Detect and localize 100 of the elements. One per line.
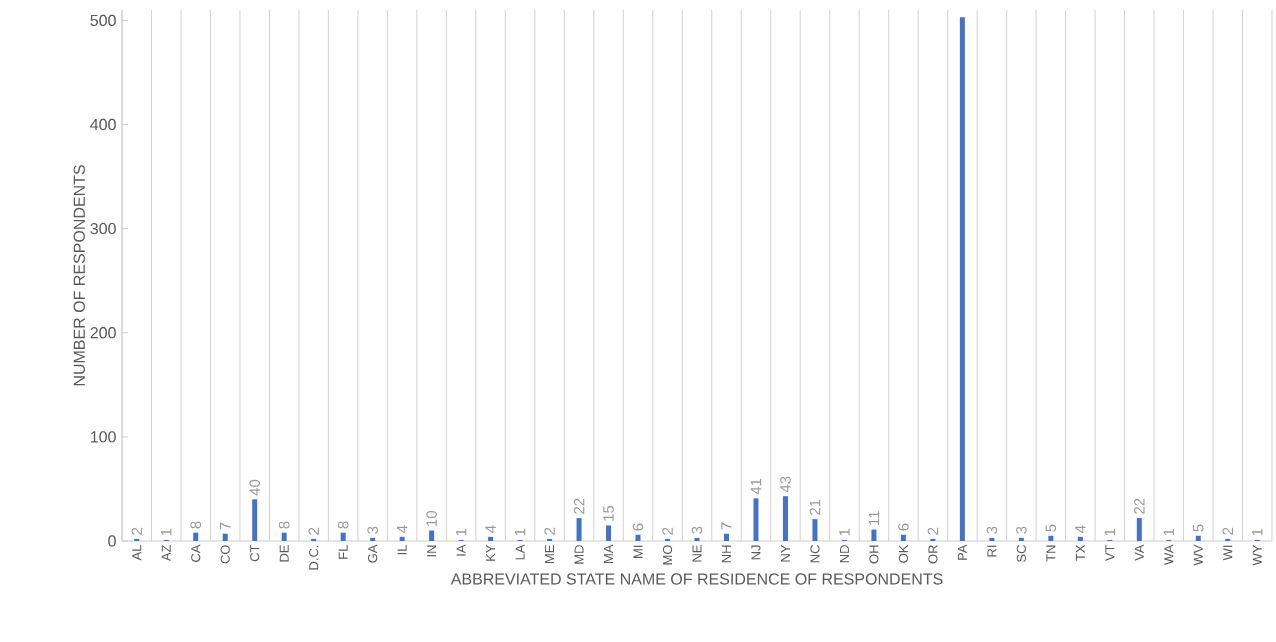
bar	[1048, 535, 1054, 541]
bar	[311, 538, 317, 541]
data-label: 7	[721, 522, 732, 530]
x-tick-label: OH	[869, 545, 879, 564]
x-tick-label: ND	[839, 545, 849, 563]
x-tick-label: SC	[1016, 545, 1026, 562]
x-tick-label: IA	[456, 544, 466, 556]
y-tick-label: 200	[90, 327, 116, 339]
bar	[635, 534, 641, 541]
x-tick-label: CT	[250, 544, 260, 562]
data-label: 43	[780, 476, 791, 493]
data-label: 2	[308, 527, 319, 535]
data-label: 11	[868, 511, 880, 525]
data-label: 8	[278, 521, 290, 529]
x-tick-label: AL	[132, 544, 142, 561]
data-label: 3	[986, 526, 998, 534]
bar	[134, 538, 140, 541]
data-label: 2	[1222, 527, 1234, 535]
data-label: 4	[485, 525, 496, 533]
data-label: 4	[1075, 525, 1086, 533]
y-axis-title: NUMBER OF RESPONDENTS	[73, 165, 85, 386]
x-tick-label: MD	[574, 545, 584, 564]
bar	[606, 525, 612, 541]
bar	[900, 534, 906, 541]
x-tick-label: PA	[957, 544, 967, 560]
x-tick-label: RI	[987, 545, 997, 557]
data-label: 1	[1104, 528, 1115, 536]
x-tick-label: WA	[1164, 544, 1174, 565]
bar	[1225, 538, 1231, 541]
bar	[1195, 535, 1201, 541]
data-label: 1	[161, 528, 172, 536]
data-label: 5	[1045, 524, 1057, 532]
bar	[1136, 518, 1142, 541]
x-tick-label: NJ	[751, 545, 761, 560]
x-tick-label: GA	[368, 544, 378, 563]
data-label: 22	[573, 498, 585, 514]
x-tick-label: WY	[1252, 544, 1262, 566]
bar	[222, 533, 228, 541]
x-tick-label: FL	[338, 544, 348, 559]
bar	[399, 536, 405, 541]
bar	[252, 499, 258, 541]
x-tick-label: NE	[692, 545, 702, 562]
bar	[989, 537, 995, 541]
data-label: 6	[632, 523, 644, 531]
x-tick-label: MA	[604, 544, 614, 563]
data-label: 8	[190, 521, 202, 529]
x-tick-label: TN	[1046, 545, 1056, 562]
bar	[193, 532, 199, 541]
data-label: 3	[367, 526, 378, 534]
data-label: 41	[750, 478, 762, 495]
data-label: 2	[927, 527, 939, 535]
data-label: 10	[426, 510, 437, 526]
bar	[665, 538, 671, 541]
x-tick-label: MO	[662, 545, 673, 565]
bar	[723, 533, 729, 541]
x-tick-label: NC	[810, 545, 820, 563]
bar	[812, 519, 818, 541]
data-label: 22	[1134, 498, 1145, 514]
bar	[753, 498, 759, 541]
data-label: 2	[662, 527, 673, 535]
x-tick-label: VT	[1105, 544, 1115, 562]
x-tick-label: KY	[486, 544, 496, 561]
bar	[370, 537, 376, 541]
x-tick-label: WV	[1193, 544, 1203, 566]
x-tick-label: IN	[427, 545, 437, 557]
x-tick-label: OK	[898, 544, 909, 563]
bar	[547, 538, 553, 541]
bar	[1018, 537, 1024, 541]
x-tick-label: D.C.	[309, 545, 319, 570]
x-tick-label: ME	[545, 545, 555, 563]
bar	[694, 537, 700, 541]
data-label: 3	[1016, 526, 1027, 534]
data-label: 40	[249, 479, 260, 496]
bar	[576, 518, 582, 541]
data-label: 1	[839, 528, 850, 536]
bar	[429, 530, 435, 541]
data-label: 2	[544, 527, 555, 535]
data-label: 6	[898, 523, 909, 531]
data-label: 3	[691, 526, 703, 534]
x-tick-label: AZ	[161, 544, 171, 562]
data-label: 5	[1193, 524, 1204, 532]
x-tick-label: LA	[515, 544, 525, 560]
bar	[930, 538, 936, 541]
x-tick-label: DE	[279, 545, 289, 562]
y-tick-label: 500	[90, 14, 116, 27]
bar	[871, 529, 877, 541]
bar	[488, 536, 494, 541]
data-label: 8	[337, 521, 349, 529]
x-tick-label: NH	[722, 545, 731, 563]
data-label: 21	[809, 499, 821, 515]
x-tick-label: IL	[397, 544, 407, 555]
data-label: 1	[1163, 528, 1174, 536]
data-label: 7	[220, 522, 231, 530]
bar	[281, 532, 287, 541]
data-label: 2	[131, 527, 142, 535]
bar	[1077, 536, 1083, 541]
y-tick-label: 100	[91, 431, 116, 443]
x-axis-title: ABBREVIATED STATE NAME OF RESIDENCE OF RESPONDENTS	[450, 573, 943, 585]
data-label: 1	[514, 528, 526, 536]
x-tick-label: WI	[1223, 545, 1233, 561]
